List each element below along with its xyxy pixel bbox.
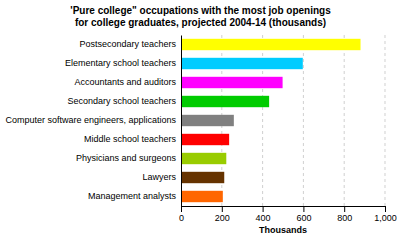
bars bbox=[181, 39, 361, 202]
bar bbox=[181, 134, 229, 145]
x-tick: 0 bbox=[179, 206, 184, 223]
y-tick: Middle school teachers bbox=[84, 134, 181, 144]
y-tick-label: Management analysts bbox=[88, 191, 177, 201]
title: 'Pure college" occupations with the most… bbox=[70, 5, 331, 28]
y-tick: Secondary school teachers bbox=[67, 96, 181, 106]
y-tick: Elementary school teachers bbox=[65, 58, 181, 68]
x-tick-label: 600 bbox=[296, 213, 311, 223]
x-tick-label: 1,000 bbox=[374, 213, 397, 223]
y-axis-line bbox=[181, 36, 182, 207]
x-tick-label: 200 bbox=[215, 213, 230, 223]
bar bbox=[181, 77, 283, 88]
y-tick: Computer software engineers, application… bbox=[5, 115, 181, 125]
y-tick-label: Secondary school teachers bbox=[67, 96, 176, 106]
x-tick-label: 400 bbox=[256, 213, 271, 223]
y-tick: Lawyers bbox=[142, 172, 181, 182]
x-axis-title: Thousands bbox=[259, 225, 307, 235]
bar bbox=[181, 39, 361, 50]
x-tick: 600 bbox=[296, 206, 311, 223]
y-tick-label: Accountants and auditors bbox=[74, 77, 176, 87]
grid-line bbox=[385, 35, 386, 206]
x-tick-mark bbox=[385, 206, 386, 212]
bar bbox=[181, 96, 269, 107]
y-tick: Accountants and auditors bbox=[74, 77, 181, 87]
x-tick-mark bbox=[263, 206, 264, 212]
x-axis-line bbox=[182, 207, 386, 213]
y-tick-label: Lawyers bbox=[142, 172, 176, 182]
bar bbox=[181, 115, 234, 126]
plot: 0 200 400 600 800 1,000 Management analysts Law… bbox=[5, 35, 396, 223]
y-tick-label: Elementary school teachers bbox=[65, 58, 177, 68]
y-tick-label: Physicians and surgeons bbox=[76, 153, 177, 163]
bar bbox=[181, 58, 303, 69]
x-tick-mark bbox=[344, 206, 345, 212]
bar bbox=[181, 153, 226, 164]
x-tick-mark bbox=[222, 206, 223, 212]
x-tick-mark bbox=[303, 206, 304, 212]
y-tick-label: Middle school teachers bbox=[84, 134, 177, 144]
y-tick: Physicians and surgeons bbox=[76, 153, 181, 163]
x-tick-label: 800 bbox=[337, 213, 352, 223]
x-axis: 0 200 400 600 800 1,000 bbox=[179, 206, 397, 223]
grid-line bbox=[344, 35, 345, 206]
y-tick-label: Computer software engineers, application… bbox=[5, 115, 176, 125]
x-tick: 400 bbox=[256, 206, 271, 223]
y-axis: Management analysts Lawyers Physicians and… bbox=[5, 36, 181, 207]
y-tick: Management analysts bbox=[88, 191, 181, 201]
x-tick-label: 0 bbox=[179, 213, 184, 223]
x-tick-mark bbox=[181, 206, 182, 212]
x-tick: 1,000 bbox=[374, 206, 397, 223]
bar bbox=[181, 191, 223, 202]
y-tick: Postsecondary teachers bbox=[79, 39, 181, 49]
y-tick-label: Postsecondary teachers bbox=[79, 39, 176, 49]
chart: 'Pure college" occupations with the most… bbox=[0, 0, 401, 238]
x-tick: 200 bbox=[215, 206, 230, 223]
x-tick: 800 bbox=[337, 206, 352, 223]
grid-line bbox=[303, 35, 304, 206]
bar bbox=[181, 172, 224, 183]
